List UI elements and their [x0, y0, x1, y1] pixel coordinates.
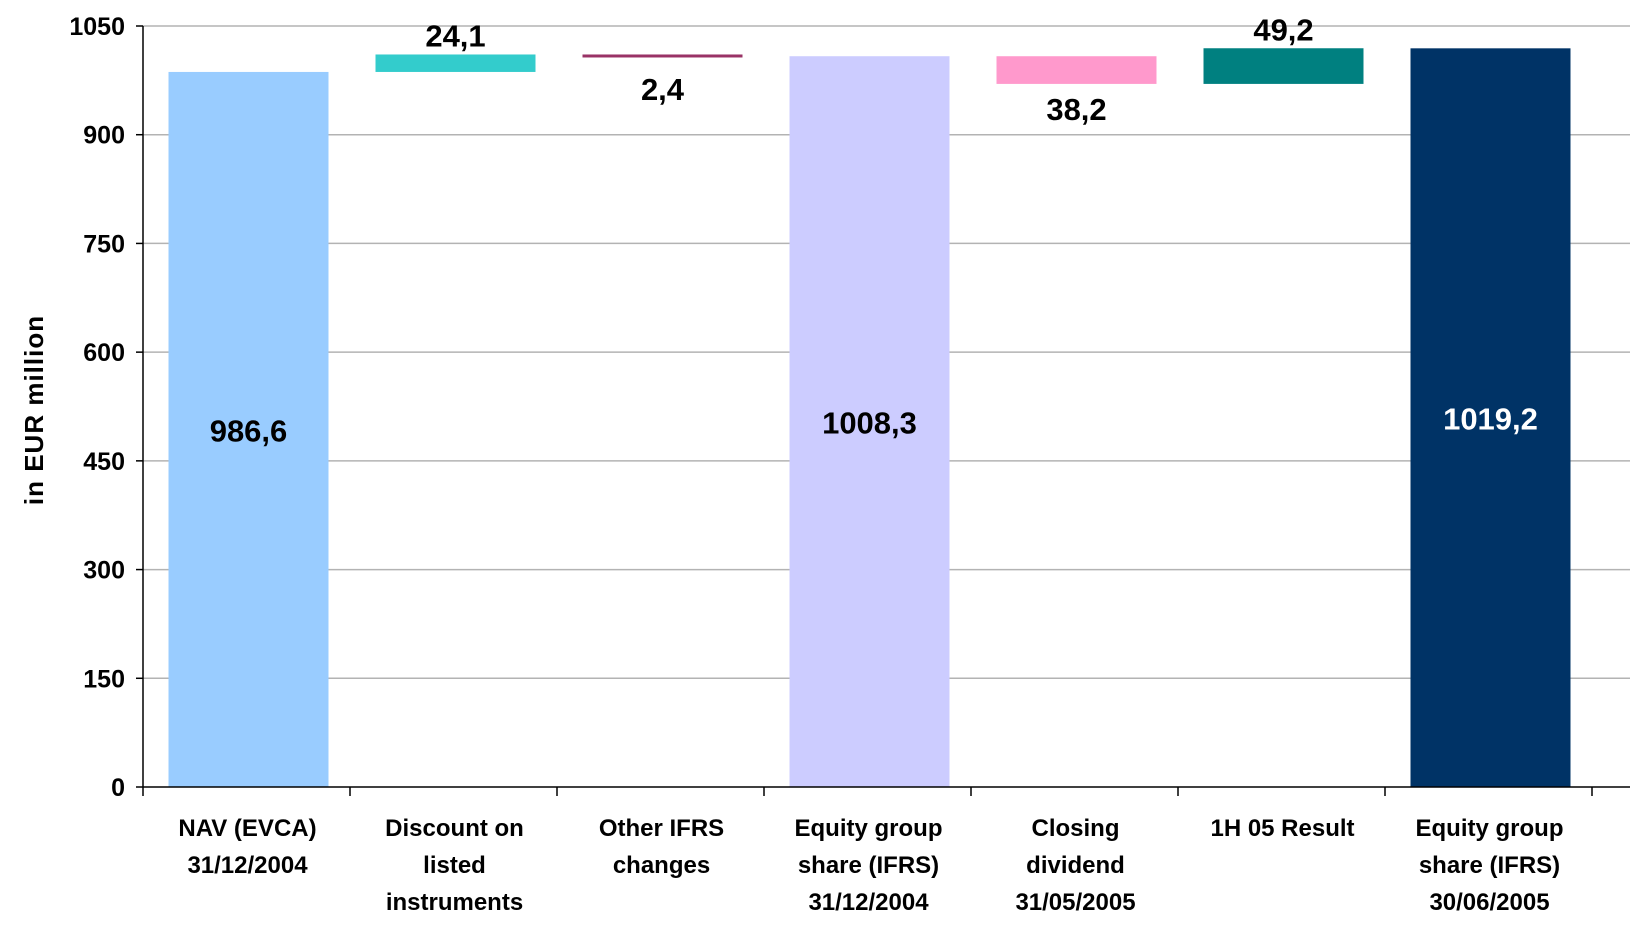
x-category-label-2: listed	[423, 852, 486, 879]
x-category-label-7: 30/06/2005	[1429, 889, 1549, 916]
x-category-label-5: Closing	[1032, 815, 1120, 842]
y-tick-label: 900	[83, 122, 125, 150]
x-category-label-4: Equity group	[795, 815, 943, 842]
data-label-6: 49,2	[1253, 12, 1313, 47]
bar-2	[375, 54, 536, 72]
bar-6	[1203, 48, 1364, 84]
x-category-label-3: changes	[613, 852, 710, 879]
x-category-label-5: dividend	[1026, 852, 1125, 879]
y-axis-title: in EUR million	[19, 315, 49, 505]
bar-1	[168, 71, 329, 788]
x-category-label-4: share (IFRS)	[798, 852, 939, 879]
y-tick-label: 150	[83, 665, 125, 693]
x-category-label-2: Discount on	[385, 815, 524, 842]
axes: 0 150 300 450 600 750 900 1050	[69, 13, 1630, 802]
x-category-label-1: NAV (EVCA)	[178, 815, 316, 842]
bar-7	[1410, 48, 1571, 787]
data-label-5: 38,2	[1046, 92, 1106, 127]
x-category-label-7: share (IFRS)	[1419, 852, 1560, 879]
x-category-label-1: 31/12/2004	[187, 852, 308, 879]
data-label-7: 1019,2	[1443, 402, 1538, 437]
x-category-label-6: 1H 05 Result	[1210, 815, 1354, 842]
x-category-label-3: Other IFRS	[599, 815, 724, 842]
bar-4	[789, 56, 950, 787]
y-tick-label: 300	[83, 557, 125, 585]
x-category-label-7: Equity group	[1416, 815, 1564, 842]
data-label-1: 986,6	[210, 413, 288, 448]
y-tick-label: 0	[111, 774, 125, 802]
bar-5	[996, 56, 1157, 84]
y-tick-label: 1050	[69, 13, 125, 41]
x-category-label-2: instruments	[386, 889, 523, 916]
x-category-label-5: 31/05/2005	[1015, 889, 1135, 916]
data-label-2: 24,1	[425, 18, 485, 53]
y-tick-label: 750	[83, 230, 125, 258]
y-tick-label: 600	[83, 339, 125, 367]
data-label-3: 2,4	[641, 72, 685, 107]
x-category-label-4: 31/12/2004	[808, 889, 929, 916]
y-tick-label: 450	[83, 448, 125, 476]
bars	[168, 48, 1571, 788]
bar-3	[582, 54, 743, 58]
data-label-4: 1008,3	[822, 406, 917, 441]
labels: 986,6 NAV (EVCA) 31/12/2004 24,1 Discount on…	[178, 12, 1563, 916]
